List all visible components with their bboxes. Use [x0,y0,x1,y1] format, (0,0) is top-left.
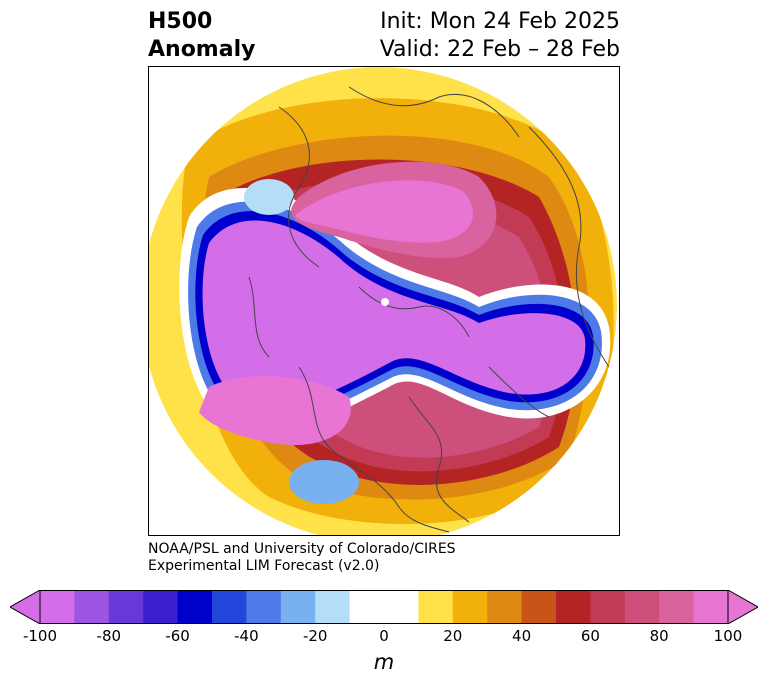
colorbar-tick-label: -20 [302,627,328,645]
forecast-dates: Init: Mon 24 Feb 2025 Valid: 22 Feb – 28… [380,8,620,64]
colorbar-tick-label: 80 [649,627,669,645]
colorbar-segment [280,590,316,624]
credit-line-1: NOAA/PSL and University of Colorado/CIRE… [148,541,456,557]
colorbar-segment [521,590,557,624]
colorbar-tick-label: 0 [379,627,389,645]
credit-text: NOAA/PSL and University of Colorado/CIRE… [148,541,456,575]
colorbar-segment [659,590,695,624]
coastlines [248,86,610,533]
colorbar-tick-label: 60 [580,627,600,645]
colorbar-segment [246,590,282,624]
title-line-2: Anomaly [148,37,256,62]
colorbar-segment [349,590,385,624]
colorbar-segment [74,590,110,624]
colorbar-segment [143,590,179,624]
anomaly-map [148,66,620,536]
colorbar-tick-label: 40 [512,627,532,645]
colorbar-tick-label: 100 [713,627,743,645]
map-title: H500 Anomaly [148,8,255,64]
colorbar-segment [212,590,247,624]
colorbar-segment [624,590,660,624]
colorbar-max-arrow [727,590,758,624]
colorbar-segment [556,590,591,624]
colorbar-tick-label: -80 [96,627,122,645]
title-line-1: H500 [148,9,213,34]
colorbar-tick-label: 20 [443,627,463,645]
colorbar-segment [177,590,213,624]
colorbar-tick-label: -100 [22,627,58,645]
negative-core [202,220,586,408]
anomaly-map-svg [149,67,617,535]
credit-line-2: Experimental LIM Forecast (v2.0) [148,558,380,574]
colorbar-segment [693,590,729,624]
colorbar-segment [108,590,144,624]
colorbar-segment [418,590,454,624]
colorbar-frame [39,590,729,624]
negative-patch-us [289,460,359,504]
colorbar-segment [487,590,523,624]
negative-patch-atlantic [244,179,294,215]
positive-core-pacific [199,376,351,446]
init-date: Init: Mon 24 Feb 2025 [380,9,620,34]
colorbar-segment [40,590,75,624]
colorbar-unit-label: m [373,650,395,674]
colorbar-tick-label: -60 [165,627,190,645]
colorbar-min-arrow [10,590,41,624]
colorbar-segment [452,590,488,624]
colorbar [10,590,758,624]
colorbar-segment [384,590,419,624]
colorbar-segment [315,590,351,624]
colorbar-tick-label: -40 [234,627,259,645]
north-pole-marker [381,298,389,306]
valid-dates: Valid: 22 Feb – 28 Feb [379,37,620,62]
positive-core-north-inner [295,180,474,243]
colorbar-segment [590,590,626,624]
